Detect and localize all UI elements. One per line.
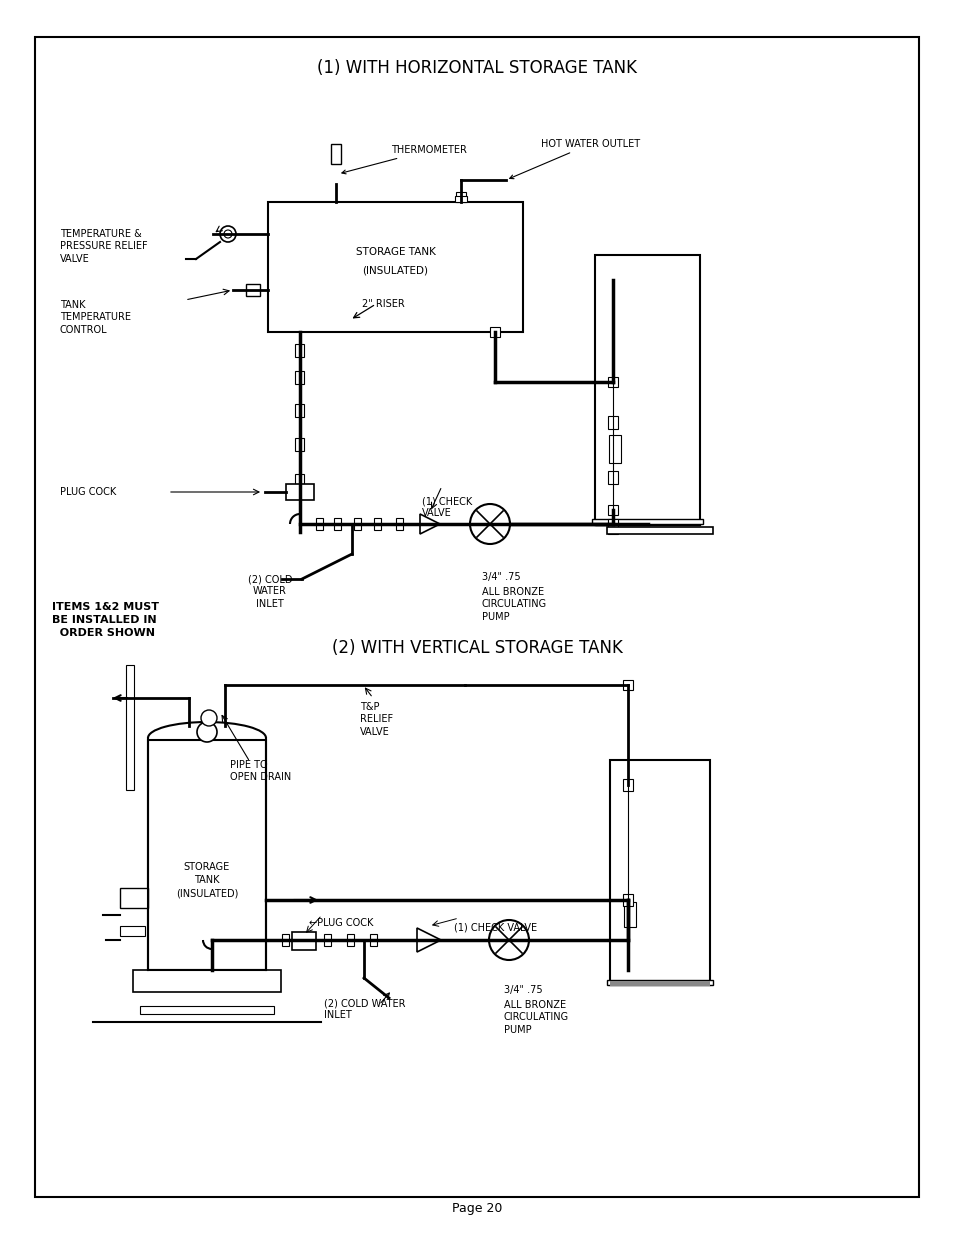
Bar: [607, 415, 618, 429]
Text: HOT WATER OUTLET: HOT WATER OUTLET: [509, 140, 639, 179]
Text: Page 20: Page 20: [452, 1202, 501, 1215]
Bar: [335, 517, 341, 530]
Bar: [148, 740, 266, 969]
Bar: [140, 1007, 274, 1014]
Bar: [295, 370, 304, 384]
Bar: [592, 519, 702, 524]
Bar: [456, 191, 465, 203]
Text: THERMOMETER: THERMOMETER: [341, 144, 466, 174]
Bar: [347, 934, 355, 946]
Text: (1) WITH HORIZONTAL STORAGE TANK: (1) WITH HORIZONTAL STORAGE TANK: [316, 59, 637, 77]
Bar: [607, 471, 618, 483]
Bar: [375, 517, 381, 530]
Text: ITEMS 1&2 MUST
BE INSTALLED IN
  ORDER SHOWN: ITEMS 1&2 MUST BE INSTALLED IN ORDER SHO…: [52, 601, 159, 638]
Text: 3/4" .75: 3/4" .75: [503, 986, 542, 995]
Text: 3/4" .75: 3/4" .75: [481, 572, 520, 582]
Bar: [282, 934, 289, 946]
Bar: [622, 779, 633, 790]
Bar: [295, 343, 304, 357]
Text: TANK
TEMPERATURE
CONTROL: TANK TEMPERATURE CONTROL: [60, 300, 131, 335]
Text: PLUG COCK: PLUG COCK: [60, 487, 116, 496]
Bar: [292, 932, 315, 950]
Bar: [623, 902, 636, 927]
Text: (2) WITH VERTICAL STORAGE TANK: (2) WITH VERTICAL STORAGE TANK: [332, 638, 621, 657]
Text: ←PLUG COCK: ←PLUG COCK: [309, 918, 373, 927]
Bar: [295, 404, 304, 416]
Bar: [396, 517, 403, 530]
Bar: [132, 969, 281, 992]
Circle shape: [201, 710, 216, 726]
Bar: [120, 926, 145, 936]
Circle shape: [224, 230, 232, 238]
Text: 2" RISER: 2" RISER: [361, 299, 404, 309]
Bar: [607, 505, 618, 515]
Bar: [126, 664, 133, 790]
Bar: [455, 196, 467, 203]
Text: (INSULATED): (INSULATED): [362, 266, 428, 275]
Bar: [246, 284, 260, 296]
Bar: [607, 520, 618, 534]
Bar: [606, 527, 712, 534]
Bar: [622, 894, 633, 906]
Text: STORAGE
TANK
(INSULATED): STORAGE TANK (INSULATED): [175, 862, 238, 898]
Text: TEMPERATURE &
PRESSURE RELIEF
VALVE: TEMPERATURE & PRESSURE RELIEF VALVE: [60, 228, 148, 264]
Text: ALL BRONZE
CIRCULATING
PUMP: ALL BRONZE CIRCULATING PUMP: [481, 587, 547, 621]
Text: T&P
RELIEF
VALVE: T&P RELIEF VALVE: [359, 701, 393, 737]
Text: PIPE TO
OPEN DRAIN: PIPE TO OPEN DRAIN: [230, 760, 291, 783]
Polygon shape: [419, 514, 439, 534]
Bar: [316, 517, 323, 530]
Bar: [295, 437, 304, 451]
Circle shape: [489, 920, 529, 960]
Bar: [607, 519, 618, 529]
Bar: [286, 484, 314, 500]
Text: (2) COLD
WATER
INLET: (2) COLD WATER INLET: [248, 574, 292, 609]
Bar: [324, 934, 331, 946]
Bar: [370, 934, 377, 946]
Bar: [355, 517, 361, 530]
Bar: [609, 760, 709, 986]
Circle shape: [470, 504, 510, 543]
Bar: [622, 680, 633, 690]
Bar: [606, 981, 712, 986]
Bar: [302, 934, 309, 946]
Bar: [608, 435, 620, 463]
Text: (1) CHECK VALVE: (1) CHECK VALVE: [454, 923, 537, 932]
Bar: [268, 203, 522, 332]
Text: (1) CHECK
VALVE: (1) CHECK VALVE: [421, 496, 472, 519]
Text: STORAGE TANK: STORAGE TANK: [355, 247, 435, 257]
Polygon shape: [416, 927, 440, 952]
Bar: [609, 981, 709, 986]
Bar: [120, 888, 148, 908]
Circle shape: [196, 722, 216, 742]
Bar: [331, 144, 340, 164]
Bar: [295, 473, 304, 487]
Bar: [595, 254, 700, 525]
Bar: [607, 377, 618, 387]
Bar: [595, 520, 700, 525]
Text: ALL BRONZE
CIRCULATING
PUMP: ALL BRONZE CIRCULATING PUMP: [503, 1000, 569, 1035]
Bar: [490, 327, 499, 337]
Text: (2) COLD WATER
INLET: (2) COLD WATER INLET: [324, 998, 405, 1020]
Circle shape: [220, 226, 235, 242]
